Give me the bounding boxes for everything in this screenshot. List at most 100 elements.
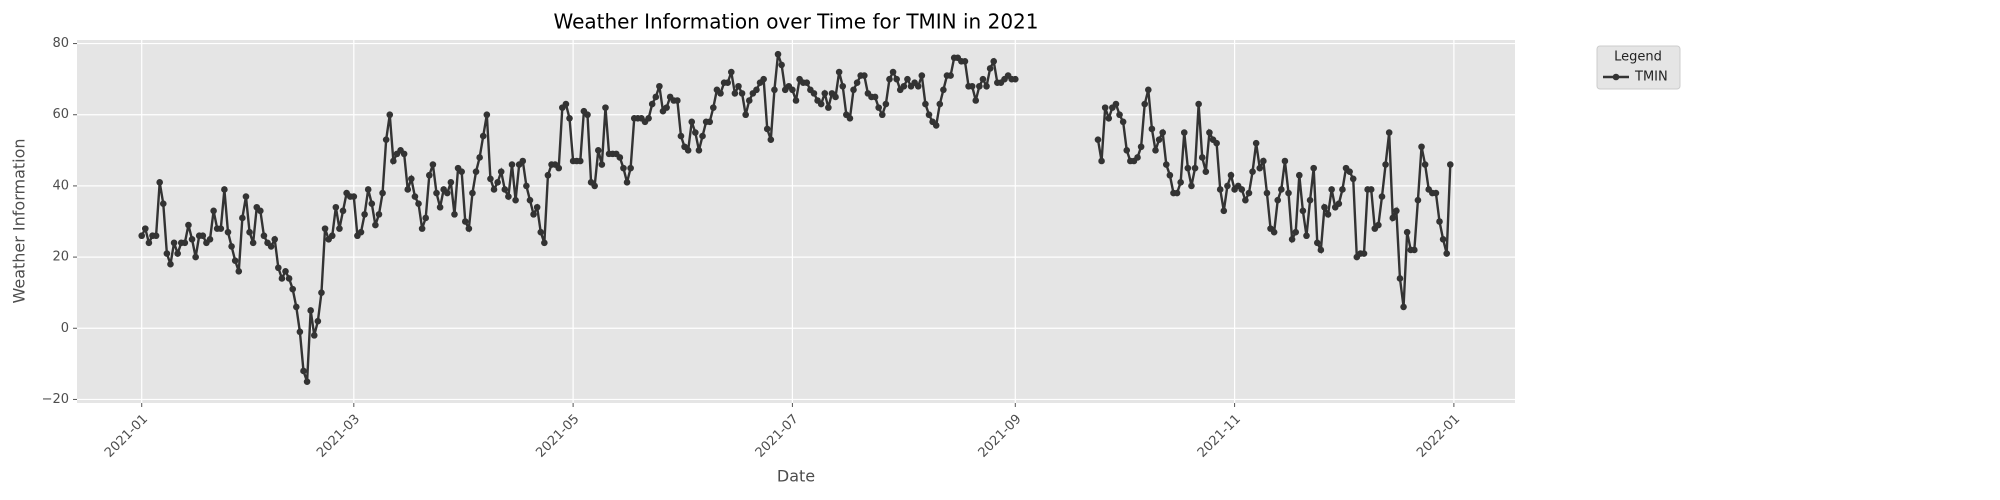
data-point <box>932 122 940 129</box>
data-point <box>598 161 606 168</box>
data-point <box>257 207 264 215</box>
data-point <box>436 203 444 211</box>
data-point <box>774 50 782 58</box>
data-point <box>1145 86 1152 94</box>
data-point <box>415 200 422 208</box>
data-point <box>623 179 631 186</box>
data-point <box>458 168 465 175</box>
data-point <box>1436 218 1443 225</box>
data-point <box>1227 171 1235 179</box>
data-point <box>1360 250 1368 257</box>
data-point <box>1306 196 1314 204</box>
data-point <box>523 182 530 190</box>
data-point <box>364 186 372 193</box>
data-point <box>408 175 415 183</box>
data-point <box>411 193 419 200</box>
data-point <box>1367 186 1375 193</box>
data-point <box>620 164 627 172</box>
x-tick-label: 2021-03 <box>314 412 363 461</box>
data-point <box>159 200 167 208</box>
data-point <box>875 104 882 111</box>
data-point <box>461 218 469 225</box>
data-point <box>656 82 663 90</box>
y-tick-label: 40 <box>52 178 69 193</box>
y-tick-label: 80 <box>52 36 69 51</box>
data-point <box>663 104 670 111</box>
data-point <box>282 268 289 275</box>
data-point <box>1162 161 1170 168</box>
data-point <box>1418 143 1425 151</box>
data-point <box>289 285 297 293</box>
data-point <box>871 93 879 101</box>
data-point <box>1188 182 1195 190</box>
data-point <box>321 225 329 232</box>
data-point <box>285 275 293 282</box>
y-tick-label: 0 <box>61 321 69 336</box>
data-point <box>947 72 954 79</box>
data-point <box>735 82 742 90</box>
y-tick-label: 60 <box>52 107 69 122</box>
data-point <box>210 207 217 215</box>
data-point <box>418 225 426 232</box>
data-point <box>1375 221 1382 229</box>
data-point <box>900 82 908 90</box>
data-point <box>242 193 250 200</box>
data-point <box>803 79 811 87</box>
data-point <box>753 86 760 94</box>
data-point <box>404 186 412 193</box>
data-point <box>1317 246 1325 254</box>
data-point <box>278 275 286 282</box>
data-point <box>156 179 163 186</box>
data-point <box>497 168 505 175</box>
data-point <box>648 100 656 108</box>
data-point <box>490 186 498 193</box>
data-point <box>296 328 304 336</box>
data-point <box>1396 275 1404 282</box>
data-point <box>1263 189 1271 197</box>
data-point <box>138 232 146 240</box>
data-point <box>1213 139 1220 147</box>
data-point <box>1242 196 1249 204</box>
data-point <box>382 136 390 143</box>
data-point <box>447 179 455 186</box>
data-point <box>1443 250 1450 257</box>
data-point <box>1202 168 1210 175</box>
data-point <box>706 118 714 126</box>
data-point <box>674 97 681 104</box>
data-point <box>375 211 383 218</box>
data-point <box>350 193 358 200</box>
data-point <box>886 75 893 83</box>
data-point <box>1299 207 1307 215</box>
x-tick-label: 2021-01 <box>102 412 151 461</box>
data-point <box>379 189 386 197</box>
data-point <box>652 93 660 101</box>
data-point <box>231 257 239 264</box>
data-point <box>699 132 706 140</box>
data-point <box>1155 136 1163 143</box>
data-point <box>940 86 947 94</box>
data-point <box>185 221 192 229</box>
data-point <box>1159 129 1166 136</box>
data-point <box>555 164 563 172</box>
data-point <box>1224 182 1231 190</box>
data-point <box>1252 139 1260 147</box>
data-point <box>465 225 473 232</box>
data-point <box>677 132 685 140</box>
data-point <box>882 100 890 108</box>
legend-marker <box>1612 73 1620 81</box>
data-point <box>357 228 365 236</box>
data-point <box>922 100 929 108</box>
data-point <box>1328 186 1335 193</box>
data-point <box>1292 228 1300 236</box>
data-point <box>167 260 174 268</box>
data-point <box>336 225 343 232</box>
data-point <box>519 157 527 165</box>
data-point <box>1321 203 1328 211</box>
data-point <box>400 150 408 158</box>
data-point <box>1382 161 1389 168</box>
data-point <box>228 243 235 250</box>
data-point <box>1335 200 1343 208</box>
data-point <box>817 100 825 108</box>
data-point <box>961 58 969 65</box>
